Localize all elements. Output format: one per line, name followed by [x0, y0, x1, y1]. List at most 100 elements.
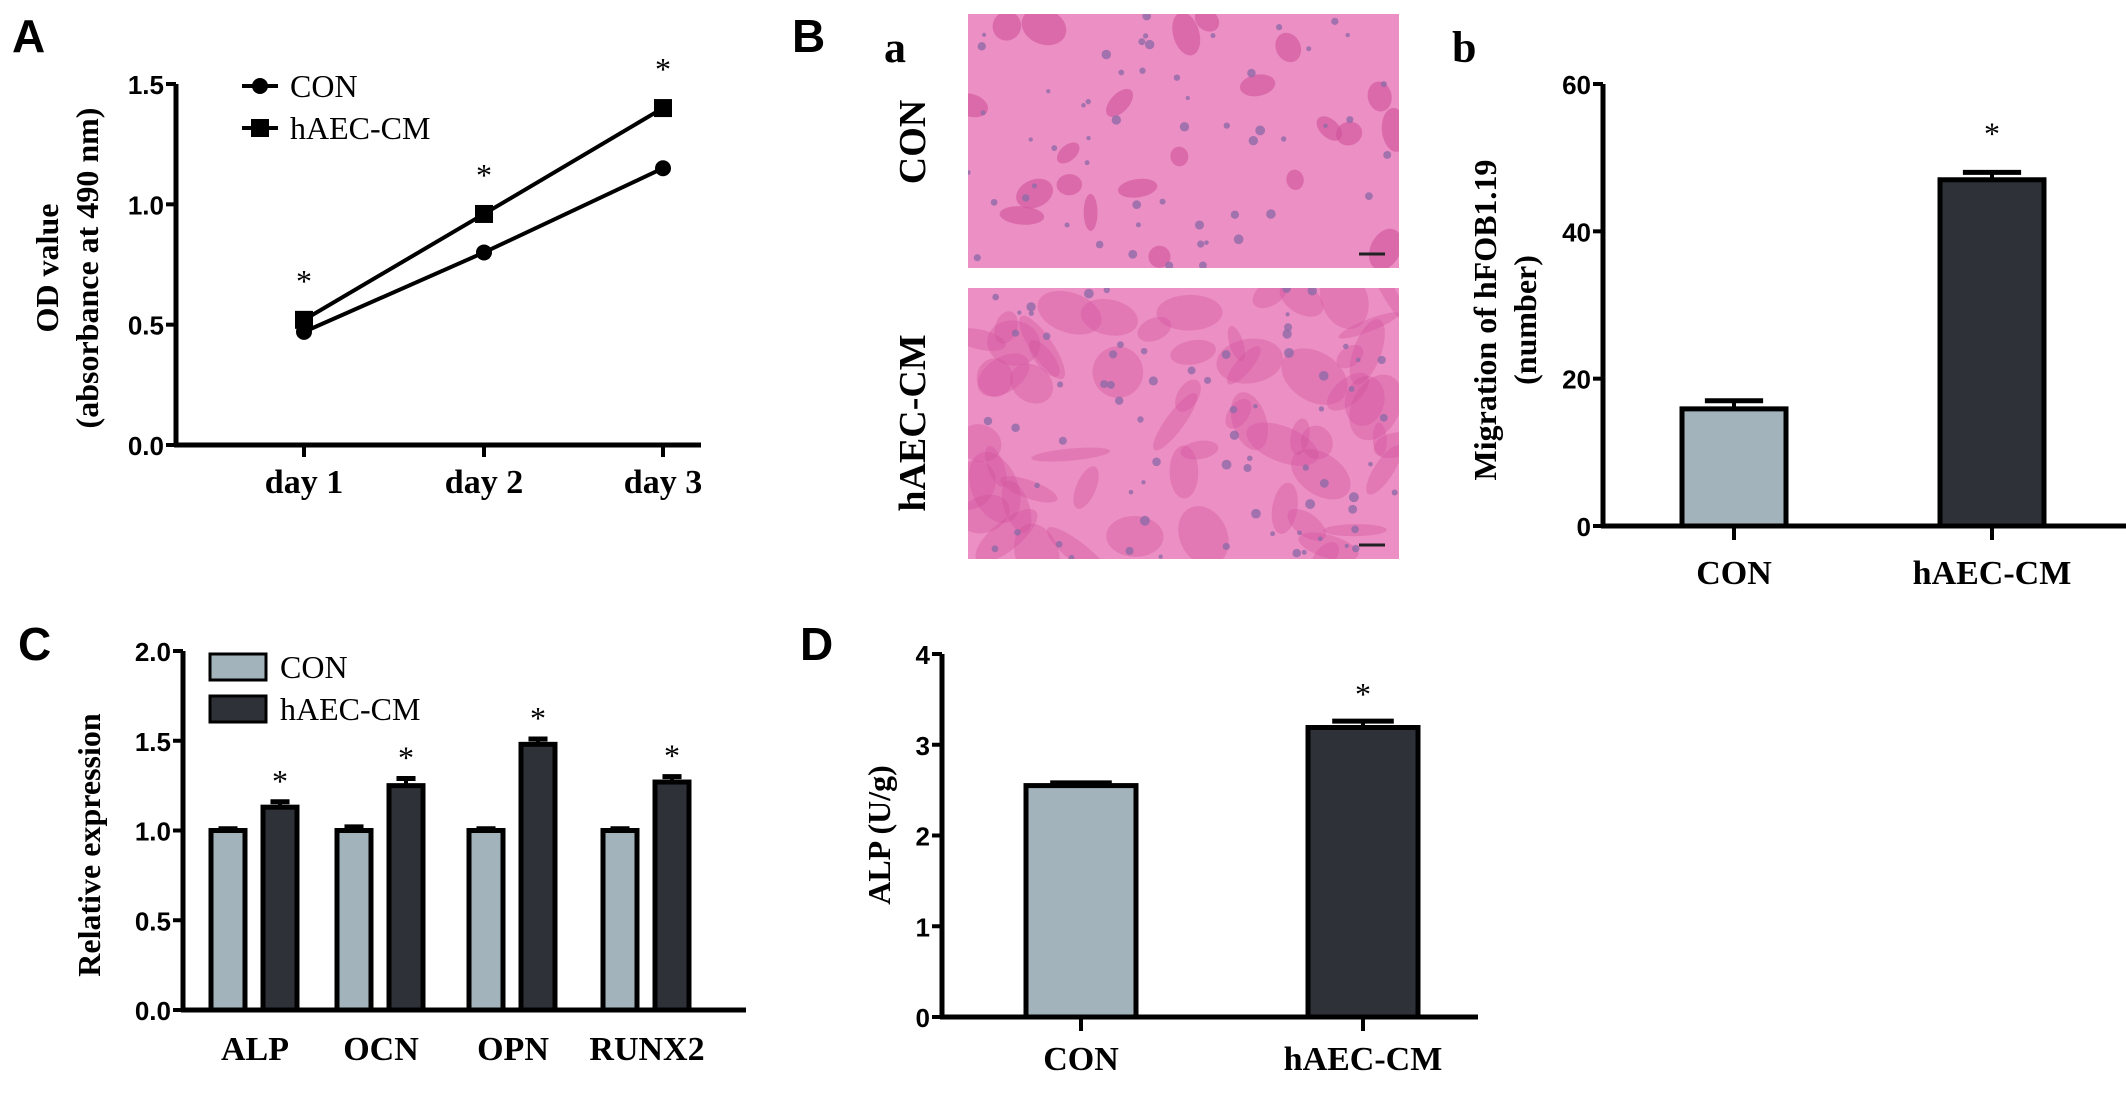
- nucleus: [1142, 33, 1149, 39]
- significance-star: *: [1355, 676, 1371, 712]
- nucleus: [1255, 125, 1266, 136]
- cell: [968, 93, 989, 118]
- panel-label-b: B: [792, 10, 825, 62]
- bar-alp-s0: [208, 828, 248, 1013]
- nucleus: [1323, 123, 1328, 129]
- y-tick-label: 1.5: [128, 70, 164, 100]
- cell: [1216, 338, 1284, 384]
- nucleus: [1344, 543, 1349, 548]
- nucleus: [1086, 135, 1091, 141]
- y-tick-label: 3: [916, 731, 930, 761]
- micrograph-con: [968, 14, 1399, 268]
- nucleus: [1014, 528, 1021, 536]
- cell: [1344, 375, 1385, 426]
- nucleus: [1223, 122, 1230, 129]
- nucleus: [1368, 461, 1373, 467]
- data-point-circle: [476, 244, 492, 261]
- x-tick-label: hAEC-CM: [1913, 555, 2072, 592]
- cell: [1316, 116, 1343, 141]
- nucleus: [1081, 103, 1086, 108]
- y-axis-label: Relative expression: [71, 713, 107, 977]
- legend-swatch: [208, 694, 268, 724]
- significance-star: *: [530, 700, 546, 736]
- nucleus: [980, 110, 986, 116]
- cell: [1381, 107, 1399, 152]
- nucleus: [1165, 261, 1174, 268]
- nucleus: [1095, 240, 1104, 249]
- nucleus: [1285, 312, 1290, 317]
- nucleus: [1026, 302, 1036, 312]
- y-axis-label: (number): [1507, 255, 1543, 385]
- y-tick-label: 1.0: [135, 817, 171, 847]
- y-tick-label: 40: [1562, 217, 1591, 247]
- nucleus: [1144, 39, 1155, 50]
- nucleus: [1034, 482, 1040, 489]
- nucleus: [1243, 463, 1252, 473]
- cell: [1368, 228, 1399, 268]
- nucleus: [973, 254, 981, 262]
- y-tick-label: 2.0: [135, 637, 171, 667]
- bar-con: [1023, 783, 1139, 1020]
- cell: [1178, 506, 1229, 559]
- x-tick-label: hAEC-CM: [1284, 1041, 1443, 1078]
- nucleus: [1115, 396, 1124, 405]
- nucleus: [1057, 381, 1064, 388]
- cell: [976, 358, 1013, 397]
- legend-label: CON: [280, 649, 348, 685]
- nucleus: [1084, 288, 1094, 299]
- chart-a: 0.0 0.5 1.0 1.5 day 1 day 2 day 3 CON hAEC-CM * * *…: [29, 51, 702, 501]
- nucleus: [1351, 525, 1359, 534]
- data-point-square: [475, 204, 493, 223]
- cell: [1106, 88, 1134, 117]
- x-tick-label: CON: [1043, 1041, 1119, 1078]
- y-tick-label: 0.5: [135, 906, 171, 936]
- cell: [992, 14, 1022, 41]
- micrograph-con-group: CON: [892, 14, 1399, 268]
- nucleus: [983, 416, 993, 426]
- nucleus: [1173, 74, 1181, 81]
- data-point-circle: [655, 160, 671, 177]
- nucleus: [1021, 194, 1030, 202]
- nucleus: [1301, 549, 1307, 555]
- cell: [1175, 379, 1201, 412]
- cell: [1290, 418, 1310, 456]
- y-tick-label: 0.0: [135, 996, 171, 1026]
- nucleus: [1179, 122, 1190, 132]
- y-tick-label: 4: [916, 640, 931, 670]
- nucleus: [1111, 115, 1122, 125]
- nucleus: [1011, 329, 1020, 337]
- x-tick-label: OCN: [343, 1031, 419, 1068]
- micrograph-haec-group: hAEC-CM: [892, 288, 1399, 559]
- nucleus: [1306, 46, 1312, 52]
- cell: [1083, 193, 1098, 231]
- nucleus: [1230, 210, 1240, 219]
- nucleus: [1135, 222, 1141, 228]
- cell: [1046, 527, 1113, 559]
- y-tick-label: 60: [1562, 70, 1591, 100]
- cell: [968, 451, 1021, 524]
- nucleus: [1253, 403, 1258, 409]
- cell: [1252, 288, 1289, 309]
- nucleus: [1106, 380, 1115, 389]
- cell: [1319, 288, 1369, 330]
- nucleus: [1199, 261, 1207, 268]
- nucleus: [1307, 288, 1317, 296]
- nucleus: [1017, 310, 1022, 315]
- cell: [1367, 81, 1392, 112]
- nucleus: [1187, 366, 1196, 375]
- nucleus: [1068, 554, 1075, 559]
- y-tick-label: 1.5: [135, 727, 171, 757]
- nucleus: [1055, 540, 1063, 548]
- nucleus: [991, 545, 999, 553]
- nucleus: [1247, 68, 1256, 78]
- cell: [1073, 466, 1099, 509]
- cell: [1156, 294, 1223, 331]
- cell: [1286, 169, 1304, 190]
- nucleus: [1302, 464, 1309, 471]
- nucleus: [1221, 350, 1231, 359]
- x-tick-label: OPN: [477, 1031, 549, 1068]
- nucleus: [1142, 14, 1151, 21]
- cell: [1010, 363, 1054, 404]
- cell: [1172, 14, 1201, 56]
- nucleus: [1282, 329, 1292, 339]
